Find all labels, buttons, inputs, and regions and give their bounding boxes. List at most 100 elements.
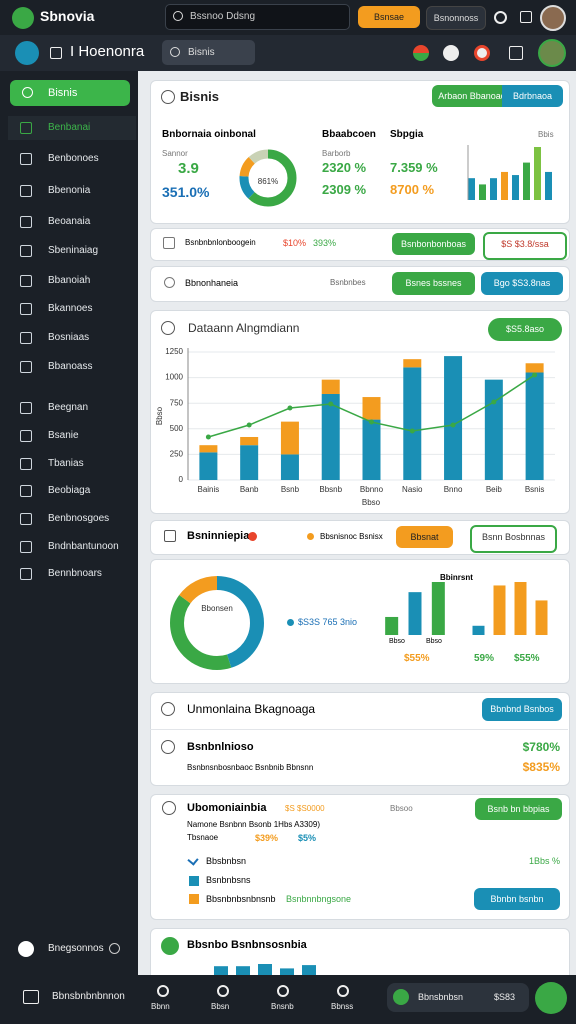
button[interactable]: $S $3.8/ssa [483, 232, 567, 260]
note: Bbsoo [390, 804, 413, 813]
sidebar-footer[interactable]: Bnegsonnos [48, 943, 104, 954]
strip-text: Bsnbnbnlonboogein [185, 238, 256, 247]
x-tick-label: Nasio [402, 485, 423, 494]
y-tick-label: 1000 [165, 373, 183, 382]
icon [23, 990, 39, 1004]
search-icon [170, 47, 180, 57]
grid-icon [50, 47, 62, 59]
bar [321, 379, 340, 394]
nav-item[interactable]: Bosniaas [48, 332, 90, 343]
button[interactable]: Bbsnat [396, 526, 453, 548]
bar [523, 162, 530, 200]
bar [484, 379, 503, 480]
card-title: Ubomoniainbia [187, 802, 267, 814]
line-point [369, 419, 374, 425]
nav-label[interactable]: Bbsn [211, 1002, 230, 1011]
x-axis-label: Bbso [362, 498, 381, 507]
card-icon [161, 321, 175, 335]
back-button[interactable] [15, 41, 39, 65]
icon[interactable] [443, 45, 459, 61]
avatar[interactable] [540, 5, 566, 31]
nav-item[interactable]: Bbenonia [48, 185, 91, 196]
status-pill[interactable] [387, 983, 529, 1012]
nav-item[interactable]: Beoanaia [48, 216, 91, 227]
stat-title: Sbpgia [390, 129, 424, 140]
card-title: Bisnis [180, 89, 220, 104]
bar [385, 616, 399, 635]
icon[interactable] [509, 46, 523, 60]
bar [444, 356, 463, 480]
icon[interactable] [520, 11, 532, 23]
nav-label[interactable]: Bbnn [151, 1002, 170, 1011]
nav-item[interactable]: Bndnbantunoon [48, 541, 119, 552]
icon[interactable] [413, 45, 429, 61]
nav-label[interactable]: Bbnss [331, 1002, 354, 1011]
nav-item[interactable]: Benbnosgoes [48, 513, 110, 524]
line-point [246, 422, 252, 428]
stat-value: 2309 % [322, 182, 367, 197]
mini-bar-chart [467, 145, 552, 200]
nav-icon [20, 303, 32, 315]
button[interactable]: Bsnn Bosbnnas [470, 525, 557, 553]
button[interactable]: Arbaon Bbanoad [432, 85, 512, 107]
button[interactable]: Bdrbnaoa [502, 85, 563, 107]
icon [163, 237, 175, 249]
nav-icon [20, 216, 32, 228]
bar [403, 359, 422, 368]
nav-item[interactable]: Beobiaga [48, 485, 91, 496]
nav-item[interactable]: Bsanie [48, 430, 79, 441]
nav-item[interactable]: Benbonoes [48, 153, 99, 164]
bar [199, 452, 218, 480]
fab-button[interactable] [535, 982, 567, 1014]
search-icon [22, 87, 33, 98]
bar [525, 372, 544, 480]
bar [321, 393, 340, 480]
bar [408, 592, 422, 635]
action-button[interactable]: Bsnsae [358, 6, 420, 28]
stat: $5% [298, 833, 317, 843]
donut-segment [239, 149, 297, 207]
card-title: Bbsnbo Bsnbnsosnbia [187, 939, 307, 951]
nav-item[interactable]: Benbanai [48, 122, 91, 133]
nav-item[interactable]: Beegnan [48, 402, 89, 413]
badge: $S $S0000 [285, 804, 325, 813]
avatar[interactable] [538, 39, 566, 67]
line-point [409, 428, 415, 434]
nav-icon [20, 153, 32, 165]
nav-item[interactable]: Tbanias [48, 458, 84, 469]
item-value: $835% [522, 760, 560, 774]
button[interactable]: Bsnes bssnes [392, 272, 475, 295]
search-box[interactable] [165, 4, 350, 30]
button[interactable]: Bsnbonbonboas [392, 233, 475, 255]
nav-item[interactable]: Bennbnoars [48, 568, 102, 579]
bar [199, 445, 218, 453]
x-tick-label: Bnno [444, 485, 463, 494]
nav-item[interactable]: Bkannoes [48, 303, 93, 314]
icon[interactable] [474, 45, 490, 61]
nav-icon [20, 332, 32, 344]
bar [302, 965, 316, 975]
bar [240, 436, 259, 446]
bar [468, 178, 475, 200]
button[interactable]: Bsnb bn bbpias [475, 798, 562, 820]
x-tick-label: Bbsnb [319, 485, 342, 494]
nav-icon [20, 485, 32, 497]
account-button[interactable]: Bsnonnoss [426, 6, 486, 30]
button[interactable]: Bbnbn bsnbn [474, 888, 560, 910]
bar-line-chart: Dataann Alngmdiann Bbso Bbso 0 250 500 750 1… [155, 321, 555, 507]
button[interactable]: Bgo $S3.8nas [481, 272, 563, 295]
line-point [491, 399, 497, 405]
nav-icon [20, 122, 32, 134]
button[interactable]: Bbnbnd Bsnbos [482, 698, 562, 721]
x-tick-label: Beib [486, 485, 503, 494]
nav-item[interactable]: Bbanoass [48, 361, 93, 372]
nav-item[interactable]: Sbeninaiag [48, 245, 99, 256]
pill-text: Bbnsbnbsn [418, 992, 464, 1002]
stat-value: 3.9 [178, 160, 199, 177]
button[interactable]: $S5.8aso [488, 318, 562, 341]
icon[interactable] [494, 11, 507, 24]
nav-item[interactable]: Bbanoiah [48, 275, 91, 286]
nav-label[interactable]: Bnsnb [271, 1002, 294, 1011]
icon[interactable] [109, 943, 120, 954]
stat-value: 2320 % [322, 160, 367, 175]
